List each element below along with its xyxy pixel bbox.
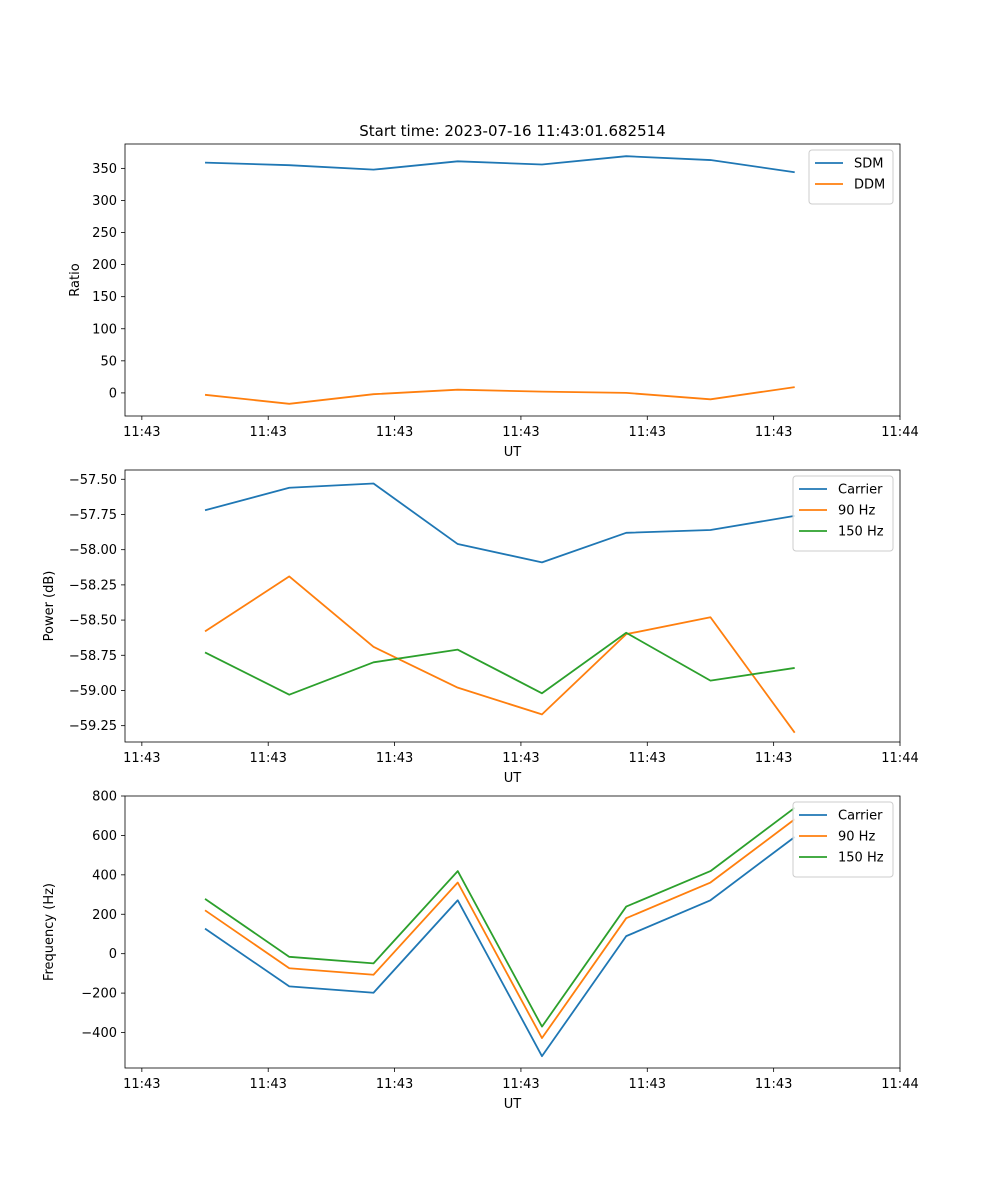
y-tick-label: 300 (92, 194, 117, 209)
x-tick-label: 11:43 (502, 425, 539, 440)
y-tick-label: 250 (92, 226, 117, 241)
series-line-90-hz (204, 818, 796, 1039)
y-tick-label: −58.25 (69, 578, 117, 593)
legend-entry: 150 Hz (838, 851, 884, 866)
figure-title: Start time: 2023-07-16 11:43:01.682514 (359, 122, 665, 140)
chart-panel-2: 11:43 11:43 11:43 11:43 11:43 11:43 11:44 −59.2… (42, 469, 919, 786)
legend: SDM DDM (808, 149, 894, 205)
y-tick-label: 200 (92, 258, 117, 273)
x-tick-label: 11:43 (629, 425, 666, 440)
series-line-carrier (204, 836, 796, 1058)
plot-frame (124, 469, 901, 743)
x-tick-label: 11:43 (755, 1077, 792, 1092)
y-tick-label: −59.25 (69, 719, 117, 734)
series-line-90-hz (204, 575, 796, 734)
y-tick-label: −58.50 (69, 614, 117, 629)
x-tick-label: 11:44 (881, 751, 918, 766)
series-line-carrier (204, 482, 795, 564)
y-tick-label: 0 (109, 947, 117, 962)
legend: Carrier 90 Hz 150 Hz (792, 475, 894, 552)
x-tick-label: 11:43 (629, 751, 666, 766)
chart-panel-3: 11:43 11:43 11:43 11:43 11:43 11:43 11:44 −400 −… (42, 790, 919, 1113)
y-tick-label: −57.75 (69, 508, 117, 523)
x-axis-label: UT (504, 771, 522, 786)
y-axis-label: Ratio (68, 263, 83, 296)
legend-box (792, 801, 894, 878)
legend-entry: 90 Hz (838, 830, 875, 845)
y-tick-label: 800 (92, 790, 117, 805)
legend-entry: SDM (854, 157, 883, 172)
y-tick-label: −58.00 (69, 543, 117, 558)
x-tick-label: 11:43 (502, 1077, 539, 1092)
x-tick-label: 11:43 (123, 425, 160, 440)
legend-entry: 90 Hz (838, 504, 875, 519)
y-tick-label: 400 (92, 868, 117, 883)
y-tick-label: −400 (81, 1026, 117, 1041)
y-tick-label: 50 (100, 354, 117, 369)
x-tick-label: 11:43 (249, 425, 286, 440)
y-tick-label: 0 (109, 386, 117, 401)
x-tick-label: 11:43 (755, 751, 792, 766)
plot-frame (124, 143, 901, 417)
x-tick-label: 11:43 (629, 1077, 666, 1092)
series-line-ddm (204, 386, 795, 405)
x-tick-label: 11:43 (376, 1077, 413, 1092)
y-tick-label: −58.75 (69, 649, 117, 664)
y-tick-label: −200 (81, 987, 117, 1002)
series-line-150-hz (204, 807, 796, 1028)
legend-entry: 150 Hz (838, 525, 884, 540)
y-tick-label: 100 (92, 322, 117, 337)
legend-entry: Carrier (838, 483, 883, 498)
x-tick-label: 11:43 (376, 751, 413, 766)
chart-panel-1: 11:43 11:43 11:43 11:43 11:43 11:43 11:44 0 50 10… (68, 143, 919, 460)
legend-entry: DDM (854, 178, 885, 193)
series-line-150-hz (204, 631, 795, 696)
y-tick-label: −59.00 (69, 684, 117, 699)
legend-entry: Carrier (838, 809, 883, 824)
x-axis-label: UT (504, 1097, 522, 1112)
x-tick-label: 11:43 (502, 751, 539, 766)
y-tick-label: 150 (92, 290, 117, 305)
y-tick-label: −57.50 (69, 473, 117, 488)
legend: Carrier 90 Hz 150 Hz (792, 801, 894, 878)
x-axis-label: UT (504, 445, 522, 460)
x-tick-label: 11:44 (881, 1077, 918, 1092)
x-tick-label: 11:43 (249, 1077, 286, 1092)
x-tick-label: 11:43 (123, 751, 160, 766)
x-tick-label: 11:43 (123, 1077, 160, 1092)
y-axis-label: Power (dB) (42, 571, 57, 642)
x-tick-label: 11:43 (376, 425, 413, 440)
x-tick-label: 11:44 (881, 425, 918, 440)
x-tick-label: 11:43 (755, 425, 792, 440)
y-tick-label: 350 (92, 162, 117, 177)
plot-frame (124, 795, 901, 1069)
x-tick-label: 11:43 (249, 751, 286, 766)
series-line-sdm (205, 155, 795, 174)
legend-box (792, 475, 894, 552)
y-axis-label: Frequency (Hz) (42, 883, 57, 981)
y-tick-label: 600 (92, 829, 117, 844)
y-tick-label: 200 (92, 908, 117, 923)
